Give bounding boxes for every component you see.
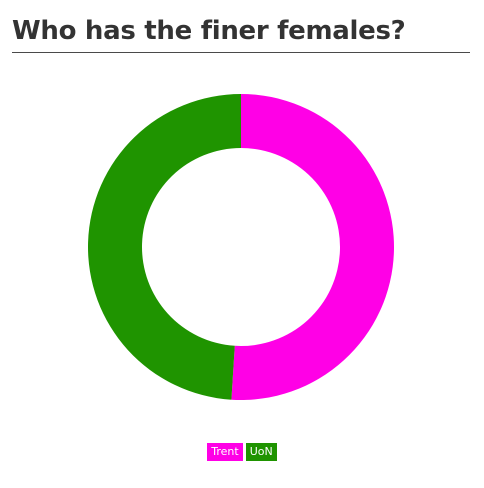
- donut-slice-trent[interactable]: [231, 94, 395, 401]
- chart-legend: Trent UoN: [0, 443, 484, 461]
- legend-item-trent[interactable]: Trent: [207, 443, 243, 461]
- donut-slice-uon[interactable]: [88, 94, 241, 400]
- page-title: Who has the finer females?: [12, 16, 406, 46]
- legend-item-uon[interactable]: UoN: [245, 443, 277, 461]
- title-divider: [12, 52, 470, 53]
